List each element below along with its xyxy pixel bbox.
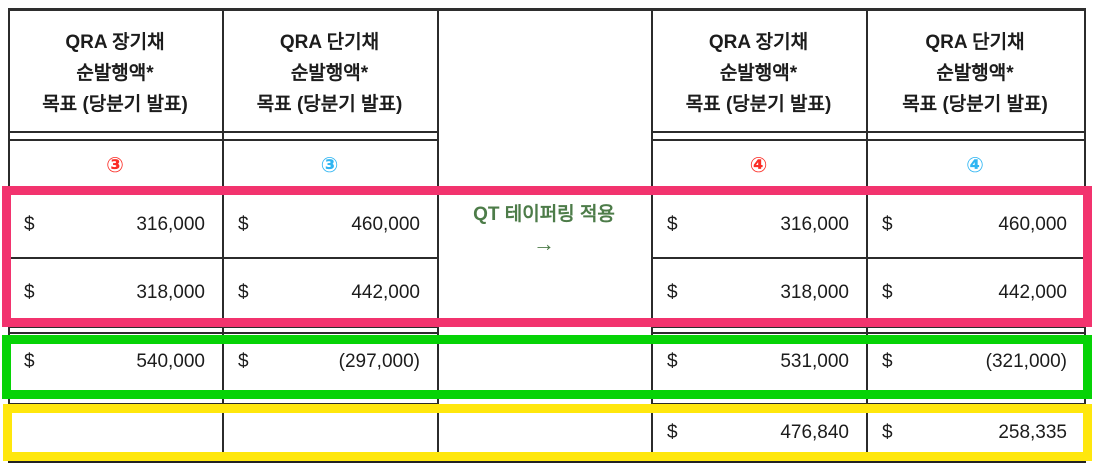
currency-symbol: $ (882, 351, 893, 372)
cell-r2-right-long[interactable]: $ 318,000 (653, 273, 864, 313)
currency-symbol: $ (238, 351, 249, 372)
header-line: 목표 (당분기 발표) (42, 93, 188, 115)
currency-symbol: $ (667, 422, 678, 443)
currency-symbol: $ (24, 351, 35, 372)
currency-symbol: $ (667, 282, 678, 303)
currency-symbol: $ (238, 282, 249, 303)
cell-value: 318,000 (780, 282, 849, 303)
currency-symbol: $ (238, 214, 249, 235)
header-line: 목표 (당분기 발표) (256, 93, 403, 115)
cell-value: 318,000 (136, 282, 205, 303)
header-line: QRA 단기채 (279, 31, 380, 53)
arrow-right-icon: → (533, 231, 555, 256)
currency-symbol: $ (24, 282, 35, 303)
cell-value: 460,000 (998, 214, 1067, 235)
cell-value: (297,000) (338, 351, 420, 372)
grid-hline (651, 257, 1086, 259)
grid-vline (651, 8, 653, 463)
cell-r3-right-short[interactable]: $ (321,000) (868, 342, 1082, 382)
cell-value: 258,335 (998, 422, 1067, 443)
grid-hline (651, 131, 1086, 133)
grid-vline (222, 8, 224, 463)
currency-symbol: $ (882, 422, 893, 443)
header-line: 순발행액* (936, 62, 1014, 84)
currency-symbol: $ (882, 214, 893, 235)
cell-value: 476,840 (780, 422, 849, 443)
cell-value: 316,000 (136, 214, 205, 235)
marker-circled-4-red[interactable]: ④ (749, 153, 768, 177)
grid-hline (8, 257, 439, 259)
cell-r1-left-short[interactable]: $ 460,000 (224, 205, 435, 245)
cell-value: (321,000) (985, 351, 1067, 372)
header-line: 순발행액* (76, 62, 154, 84)
cell-r3-left-short[interactable]: $ (297,000) (224, 342, 435, 382)
header-cell-right-long-bond[interactable]: QRA 장기채 순발행액* 목표 (당분기 발표) (653, 22, 864, 124)
qt-tapering-note-cell[interactable]: QT 테이퍼링 적용 → (439, 201, 649, 259)
highlight-box-green (2, 335, 1092, 399)
cell-value: 442,000 (998, 282, 1067, 303)
grid-hline (651, 139, 1086, 141)
cell-r1-right-long[interactable]: $ 316,000 (653, 205, 864, 245)
header-line: 순발행액* (719, 62, 798, 84)
grid-hline (8, 139, 439, 141)
cell-r4-right-long[interactable]: $ 476,840 (653, 413, 864, 453)
cell-r2-left-short[interactable]: $ 442,000 (224, 273, 435, 313)
cell-r3-right-long[interactable]: $ 531,000 (653, 342, 864, 382)
cell-r2-left-long[interactable]: $ 318,000 (10, 273, 220, 313)
cell-value: 540,000 (136, 351, 205, 372)
grid-hline (8, 326, 439, 328)
highlight-box-pink (2, 186, 1092, 327)
currency-symbol: $ (24, 214, 35, 235)
cell-r2-right-short[interactable]: $ 442,000 (868, 273, 1082, 313)
marker-circled-4-blue[interactable]: ④ (966, 153, 984, 177)
cell-r1-right-short[interactable]: $ 460,000 (868, 205, 1082, 245)
header-cell-right-short-bond[interactable]: QRA 단기채 순발행액* 목표 (당분기 발표) (868, 22, 1082, 124)
header-line: 목표 (당분기 발표) (902, 93, 1048, 115)
marker-circled-3-blue[interactable]: ③ (320, 153, 339, 177)
grid-hline (8, 332, 439, 334)
grid-hline-bottom (8, 459, 1086, 463)
highlight-box-yellow (3, 404, 1092, 461)
cell-r1-left-long[interactable]: $ 316,000 (10, 205, 220, 245)
header-line: QRA 장기채 (708, 31, 809, 53)
grid-vline (866, 8, 868, 463)
marker-circled-3-red[interactable]: ③ (106, 153, 124, 177)
currency-symbol: $ (667, 214, 678, 235)
header-line: 순발행액* (290, 62, 369, 84)
header-cell-left-short-bond[interactable]: QRA 단기채 순발행액* 목표 (당분기 발표) (224, 22, 435, 124)
grid-hline (651, 326, 1086, 328)
grid-hline (651, 332, 1086, 334)
cell-value: 460,000 (351, 214, 420, 235)
header-line: 목표 (당분기 발표) (685, 93, 832, 115)
header-cell-left-long-bond[interactable]: QRA 장기채 순발행액* 목표 (당분기 발표) (10, 22, 220, 124)
currency-symbol: $ (667, 351, 678, 372)
header-line: QRA 단기채 (925, 31, 1025, 53)
header-line: QRA 장기채 (65, 31, 165, 53)
cell-r4-right-short[interactable]: $ 258,335 (868, 413, 1082, 453)
cell-value: 442,000 (351, 282, 420, 303)
currency-symbol: $ (882, 282, 893, 303)
cell-value: 531,000 (780, 351, 849, 372)
qt-tapering-label: QT 테이퍼링 적용 (473, 204, 615, 225)
grid-hline (8, 131, 439, 133)
grid-hline-top (8, 8, 1086, 11)
grid-vline (437, 8, 439, 463)
cell-r3-left-long[interactable]: $ 540,000 (10, 342, 220, 382)
cell-value: 316,000 (780, 214, 849, 235)
